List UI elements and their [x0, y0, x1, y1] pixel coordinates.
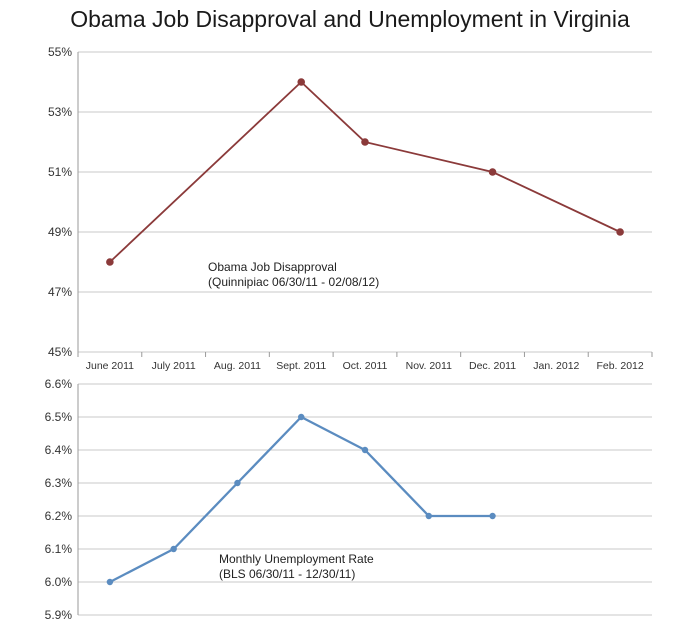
data-point	[106, 258, 114, 266]
y-tick-label: 45%	[48, 345, 72, 359]
chart-annotation: Monthly Unemployment Rate	[219, 552, 374, 566]
chart-annotation: (BLS 06/30/11 - 12/30/11)	[219, 567, 355, 581]
x-tick-label: Sept. 2011	[276, 360, 326, 372]
y-tick-label: 6.1%	[45, 542, 73, 556]
y-tick-label: 6.3%	[45, 476, 73, 490]
data-point	[616, 228, 624, 236]
y-tick-label: 49%	[48, 225, 72, 239]
x-tick-label: Dec. 2011	[469, 360, 516, 372]
y-tick-label: 47%	[48, 285, 72, 299]
chart-title: Obama Job Disapproval and Unemployment i…	[70, 6, 630, 32]
y-tick-label: 6.4%	[45, 443, 73, 457]
y-tick-label: 6.2%	[45, 509, 73, 523]
data-point	[361, 138, 369, 146]
data-point	[425, 512, 432, 520]
data-point	[488, 168, 497, 176]
data-point	[234, 479, 241, 487]
data-point	[361, 446, 369, 454]
y-tick-label: 6.0%	[45, 575, 73, 589]
y-tick-label: 51%	[48, 165, 72, 179]
data-point	[297, 78, 306, 86]
x-tick-label: July 2011	[152, 360, 196, 372]
y-tick-label: 5.9%	[45, 608, 73, 622]
y-tick-label: 53%	[48, 105, 72, 119]
x-tick-label: Feb. 2012	[596, 360, 643, 372]
data-point	[170, 545, 177, 553]
chart-annotation: Obama Job Disapproval	[208, 260, 337, 274]
data-point	[489, 512, 496, 520]
x-tick-label: June 2011	[86, 360, 134, 372]
x-tick-label: Nov. 2011	[406, 360, 452, 372]
y-tick-label: 6.5%	[45, 410, 73, 424]
y-tick-label: 55%	[48, 45, 72, 59]
x-tick-label: Aug. 2011	[214, 360, 261, 372]
chart-annotation: (Quinnipiac 06/30/11 - 02/08/12)	[208, 275, 379, 289]
y-tick-label: 6.6%	[45, 377, 73, 391]
data-point	[106, 578, 114, 586]
x-tick-label: Jan. 2012	[533, 360, 579, 372]
x-tick-label: Oct. 2011	[343, 360, 388, 372]
data-point	[298, 413, 305, 421]
